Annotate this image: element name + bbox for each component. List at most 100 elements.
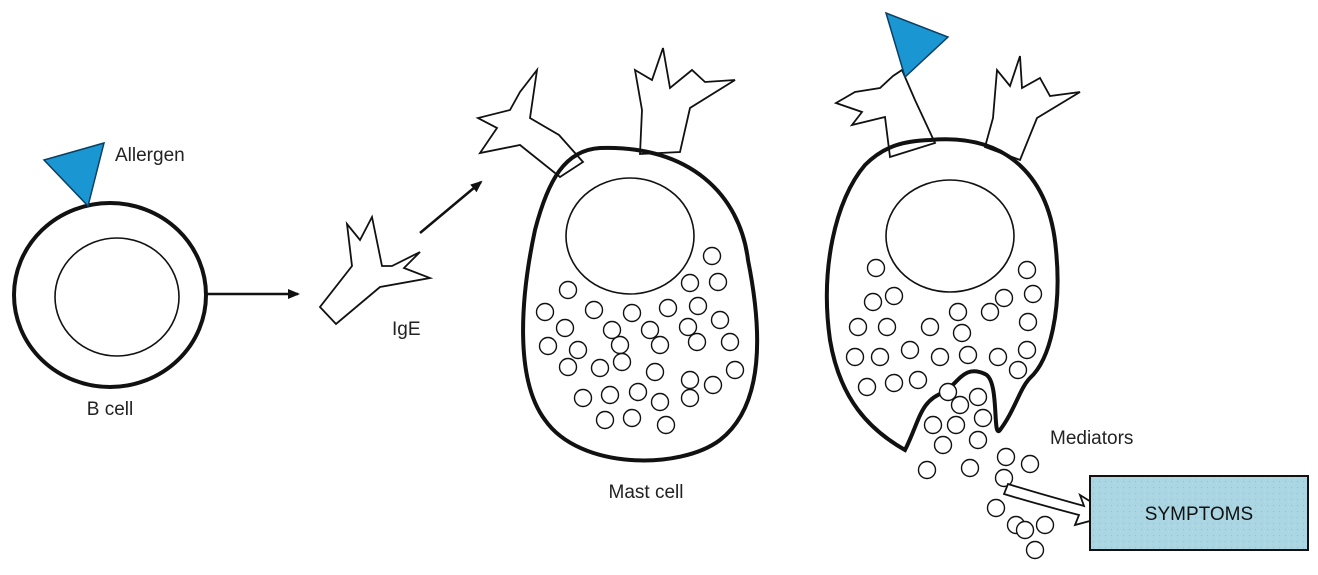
granule xyxy=(573,388,593,408)
granule xyxy=(1023,284,1043,304)
granule xyxy=(950,395,970,415)
granule xyxy=(908,370,928,390)
granule xyxy=(973,408,993,428)
allergen-label: Allergen xyxy=(115,145,185,166)
granule xyxy=(848,317,868,337)
granule xyxy=(968,387,988,407)
granule xyxy=(863,292,883,312)
allergen-on-b-cell xyxy=(42,141,106,208)
ige-antibody xyxy=(318,214,434,326)
granule xyxy=(866,258,886,278)
granule xyxy=(600,385,620,405)
b-cell-label: B cell xyxy=(87,399,133,420)
granule xyxy=(688,296,708,316)
granule xyxy=(595,410,615,430)
granule xyxy=(680,273,700,293)
granule xyxy=(720,332,740,352)
granule xyxy=(946,415,966,435)
granule xyxy=(612,352,632,372)
granule xyxy=(538,336,558,356)
ige-receptor-right xyxy=(633,47,736,155)
granule xyxy=(687,332,707,352)
granule xyxy=(703,375,723,395)
granule xyxy=(968,430,988,450)
granule xyxy=(845,347,865,367)
granule xyxy=(877,317,897,337)
granule xyxy=(923,415,943,435)
granule xyxy=(996,447,1016,467)
arrow-ige-to-mast-cell xyxy=(419,180,483,234)
granule xyxy=(645,362,665,382)
released-mediator-granules xyxy=(917,387,1055,560)
granule xyxy=(1025,540,1045,560)
granule xyxy=(535,302,555,322)
granule xyxy=(933,435,953,455)
granule xyxy=(930,347,950,367)
granule xyxy=(680,388,700,408)
b-cell-membrane xyxy=(12,201,208,389)
granule xyxy=(622,408,642,428)
granule xyxy=(610,335,630,355)
degranulating-cell-granules xyxy=(845,258,1043,402)
granule xyxy=(558,280,578,300)
granule xyxy=(725,360,745,380)
granule xyxy=(917,460,937,480)
granule xyxy=(884,373,904,393)
granule xyxy=(558,357,578,377)
granule xyxy=(555,318,575,338)
mast-cell-granules xyxy=(535,246,745,435)
granule xyxy=(900,340,920,360)
granule xyxy=(988,347,1008,367)
granule xyxy=(568,340,588,360)
bound-ige-receptor-right xyxy=(983,55,1081,162)
granule xyxy=(702,246,722,266)
mediators-label: Mediators xyxy=(1050,428,1133,449)
allergen-bound xyxy=(884,11,950,79)
granule xyxy=(680,370,700,390)
granule xyxy=(1008,360,1028,380)
granule xyxy=(870,347,890,367)
mast-cell-label: Mast cell xyxy=(609,482,684,503)
granule xyxy=(640,320,660,340)
granule xyxy=(958,345,978,365)
degranulating-cell-nucleus xyxy=(885,179,1015,293)
granule xyxy=(708,272,728,292)
granule xyxy=(884,286,904,306)
degranulating-cell-membrane xyxy=(824,137,1060,453)
granule xyxy=(628,382,648,402)
symptoms-box: SYMPTOMS xyxy=(1089,475,1309,551)
granule xyxy=(994,468,1014,488)
mast-cell xyxy=(475,47,760,463)
granule xyxy=(584,300,604,320)
granule xyxy=(1035,515,1055,535)
granule xyxy=(602,320,622,340)
granule xyxy=(938,382,958,402)
granule xyxy=(857,377,877,397)
granule xyxy=(994,288,1014,308)
ige-receptor-left xyxy=(475,66,585,179)
degranulating-mast-cell xyxy=(824,11,1081,560)
bound-ige-receptor-left xyxy=(833,68,937,159)
granule xyxy=(960,458,980,478)
granule xyxy=(622,303,642,323)
granule xyxy=(980,302,1000,322)
granule xyxy=(1017,340,1037,360)
mast-cell-nucleus xyxy=(565,177,695,295)
granule xyxy=(1020,454,1040,474)
granule xyxy=(948,302,968,322)
granule xyxy=(650,392,670,412)
b-cell xyxy=(12,201,208,389)
granule xyxy=(1017,260,1037,280)
granule xyxy=(678,317,698,337)
granule xyxy=(650,335,670,355)
symptoms-label: SYMPTOMS xyxy=(1145,504,1253,525)
granule xyxy=(710,310,730,330)
granule xyxy=(920,317,940,337)
granule xyxy=(952,323,972,343)
b-cell-nucleus xyxy=(54,237,180,357)
mast-cell-membrane xyxy=(521,145,760,463)
ige-label: IgE xyxy=(392,319,421,340)
granule xyxy=(986,498,1006,518)
granule xyxy=(1018,312,1038,332)
